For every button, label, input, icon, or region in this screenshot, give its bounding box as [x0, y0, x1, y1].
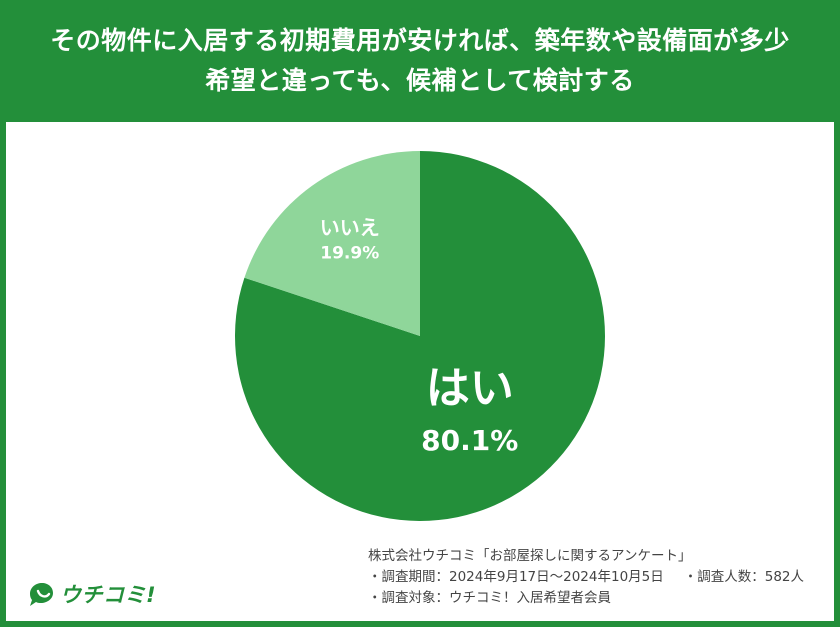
survey-period: ・調査期間：2024年9月17日〜2024年10月5日: [368, 569, 664, 585]
survey-meta-row: ・調査期間：2024年9月17日〜2024年10月5日 ・調査人数：582人: [368, 567, 828, 588]
slice-value-no: 19.9%: [320, 244, 379, 264]
pie-slice-yes: [234, 151, 605, 521]
chart-title-line-2: 希望と違っても、候補として検討する: [205, 66, 635, 95]
pie-slices: [234, 151, 605, 521]
survey-footer: 株式会社ウチコミ「お部屋探しに関するアンケート」 ・調査期間：2024年9月17…: [368, 546, 828, 609]
chart-panel: はい 80.1% いいえ 19.9% ウチコミ! 株式会社ウチコミ「お部屋探しに関する…: [6, 122, 834, 621]
logo-text: ウチコミ!: [60, 583, 157, 607]
pie-chart: はい 80.1% いいえ 19.9%: [234, 151, 605, 521]
pie-labels: はい 80.1% いいえ 19.9%: [320, 216, 519, 457]
survey-target: ・調査対象：ウチコミ！入居希望者会員: [368, 590, 611, 606]
slice-label-no: いいえ: [320, 216, 380, 240]
slice-value-yes: 80.1%: [421, 424, 518, 457]
speech-bubble-icon: [30, 583, 53, 606]
pie-slice-no: [244, 151, 420, 336]
survey-respondents: ・調査人数：582人: [683, 569, 805, 585]
chart-title-line-1: その物件に入居する初期費用が安ければ、築年数や設備面が多少: [50, 26, 790, 55]
uchicomi-logo: ウチコミ!: [26, 576, 156, 612]
chart-header: その物件に入居する初期費用が安ければ、築年数や設備面が多少 希望と違っても、候補…: [0, 0, 840, 122]
slice-label-yes: はい: [426, 363, 514, 414]
survey-source: 株式会社ウチコミ「お部屋探しに関するアンケート」: [368, 548, 692, 564]
